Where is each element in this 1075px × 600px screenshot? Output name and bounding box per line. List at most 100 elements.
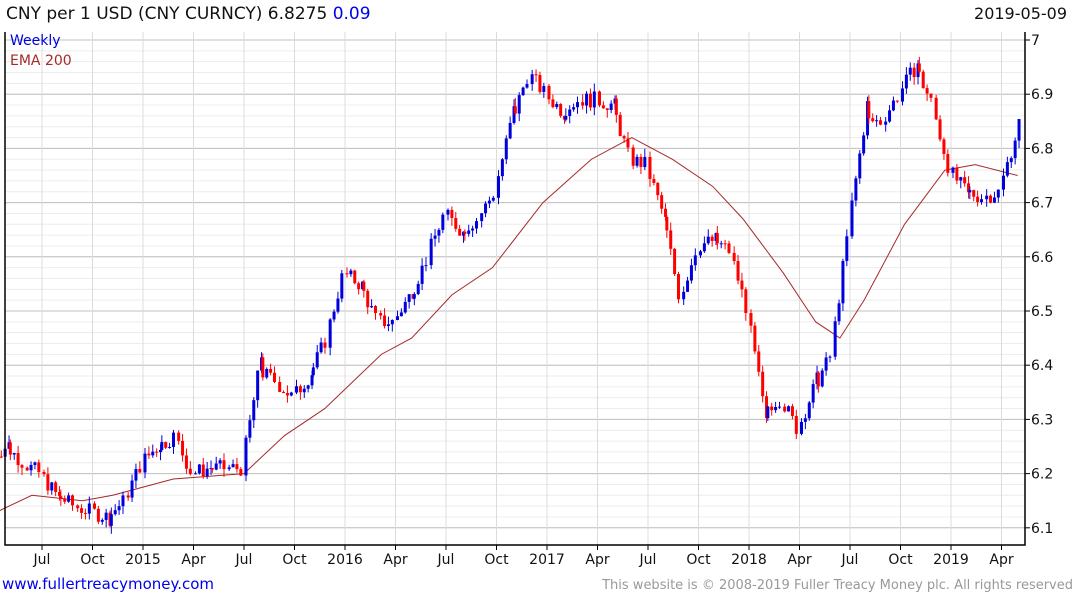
candle-body bbox=[985, 195, 989, 200]
candle-body bbox=[474, 221, 478, 229]
candle-body bbox=[244, 437, 248, 476]
candle-body bbox=[689, 265, 693, 281]
candle-body bbox=[598, 91, 601, 106]
candle-body bbox=[323, 342, 327, 348]
candle-body bbox=[399, 312, 403, 317]
candle-body bbox=[315, 352, 319, 368]
candle-body bbox=[542, 85, 546, 92]
candle-body bbox=[605, 108, 609, 110]
candle-body bbox=[76, 505, 80, 509]
candle-body bbox=[151, 451, 155, 456]
chart-title: CNY per 1 USD (CNY CURNCY) 6.8275 0.09 bbox=[6, 4, 371, 24]
candle-body bbox=[530, 74, 534, 85]
price-change: 0.09 bbox=[332, 4, 371, 24]
legend-weekly: Weekly bbox=[10, 33, 61, 49]
candle-body bbox=[517, 95, 521, 114]
candle-body bbox=[959, 177, 963, 181]
legend-ema: EMA 200 bbox=[10, 53, 72, 69]
candle-body bbox=[858, 153, 862, 179]
candle-body bbox=[908, 67, 912, 75]
candle-body bbox=[298, 386, 302, 393]
candle-body bbox=[126, 495, 130, 498]
candle-body bbox=[901, 88, 904, 102]
candle-body bbox=[239, 469, 243, 476]
candle-body bbox=[719, 243, 723, 245]
candle-body bbox=[20, 465, 24, 468]
candle-body bbox=[433, 235, 437, 239]
plot-frame bbox=[4, 32, 1026, 546]
candle-body bbox=[500, 159, 504, 177]
candle-body bbox=[138, 469, 142, 473]
candle-body bbox=[93, 503, 96, 509]
candle-body bbox=[626, 138, 630, 148]
x-tick-label: Oct bbox=[888, 552, 913, 568]
candle-body bbox=[407, 294, 411, 302]
candle-body bbox=[676, 274, 680, 300]
candle-body bbox=[310, 375, 314, 386]
candle-body bbox=[362, 281, 366, 291]
candle-body bbox=[463, 231, 467, 234]
candle-body bbox=[42, 472, 46, 475]
candle-body bbox=[441, 214, 445, 230]
candle-body bbox=[12, 453, 16, 455]
candle-body bbox=[319, 342, 323, 353]
candle-body bbox=[458, 228, 462, 236]
candle-body bbox=[512, 106, 516, 123]
candle-body bbox=[231, 464, 235, 468]
candle-body bbox=[214, 463, 218, 470]
candle-body bbox=[753, 325, 757, 352]
candle-body bbox=[850, 200, 854, 237]
candle-body bbox=[349, 270, 353, 275]
candle-body bbox=[702, 243, 706, 252]
candle-body bbox=[639, 156, 643, 168]
candle-body bbox=[332, 311, 336, 320]
candle-body bbox=[774, 407, 778, 411]
candle-body bbox=[854, 178, 858, 201]
x-tick-label: 2015 bbox=[125, 552, 161, 568]
candle-body bbox=[592, 91, 596, 108]
candle-body bbox=[210, 468, 214, 470]
candle-body bbox=[121, 495, 125, 507]
candle-body bbox=[622, 136, 626, 139]
candle-body bbox=[450, 209, 454, 218]
y-tick-label: 6.9 bbox=[1031, 87, 1053, 103]
candle-body bbox=[227, 467, 231, 470]
candle-body bbox=[770, 406, 774, 411]
candle-body bbox=[664, 208, 668, 217]
candle-body bbox=[820, 370, 824, 387]
candle-body bbox=[504, 138, 508, 160]
candle-body bbox=[968, 190, 972, 193]
candle-body bbox=[63, 498, 67, 502]
candle-body bbox=[104, 512, 108, 520]
candle-body bbox=[252, 400, 256, 421]
candle-body bbox=[601, 105, 605, 109]
candle-body bbox=[1013, 140, 1017, 159]
candle-body bbox=[878, 120, 882, 125]
candle-body bbox=[80, 508, 84, 513]
candle-body bbox=[521, 87, 525, 96]
candle-body bbox=[58, 491, 62, 497]
candle-body bbox=[96, 508, 100, 522]
candle-body bbox=[787, 406, 791, 412]
candle-body bbox=[547, 85, 551, 100]
candle-body bbox=[420, 265, 424, 284]
candle-body bbox=[942, 139, 946, 155]
candle-body bbox=[248, 420, 252, 438]
candle-body bbox=[777, 406, 781, 408]
candle-body bbox=[1009, 158, 1013, 163]
candle-body bbox=[938, 119, 942, 140]
website-link[interactable]: www.fullertreacymoney.com bbox=[2, 575, 215, 593]
candle-body bbox=[686, 280, 690, 292]
candle-body bbox=[379, 313, 383, 316]
candle-body bbox=[757, 351, 761, 372]
candle-body bbox=[538, 74, 542, 92]
candle-body bbox=[766, 406, 770, 419]
candle-body bbox=[285, 393, 289, 396]
candle-body bbox=[194, 473, 197, 475]
candle-body bbox=[0, 456, 3, 458]
candle-body bbox=[955, 167, 959, 181]
candle-body bbox=[740, 280, 744, 290]
candle-body bbox=[1017, 119, 1021, 141]
candle-body bbox=[992, 197, 996, 203]
candle-body bbox=[833, 321, 837, 357]
